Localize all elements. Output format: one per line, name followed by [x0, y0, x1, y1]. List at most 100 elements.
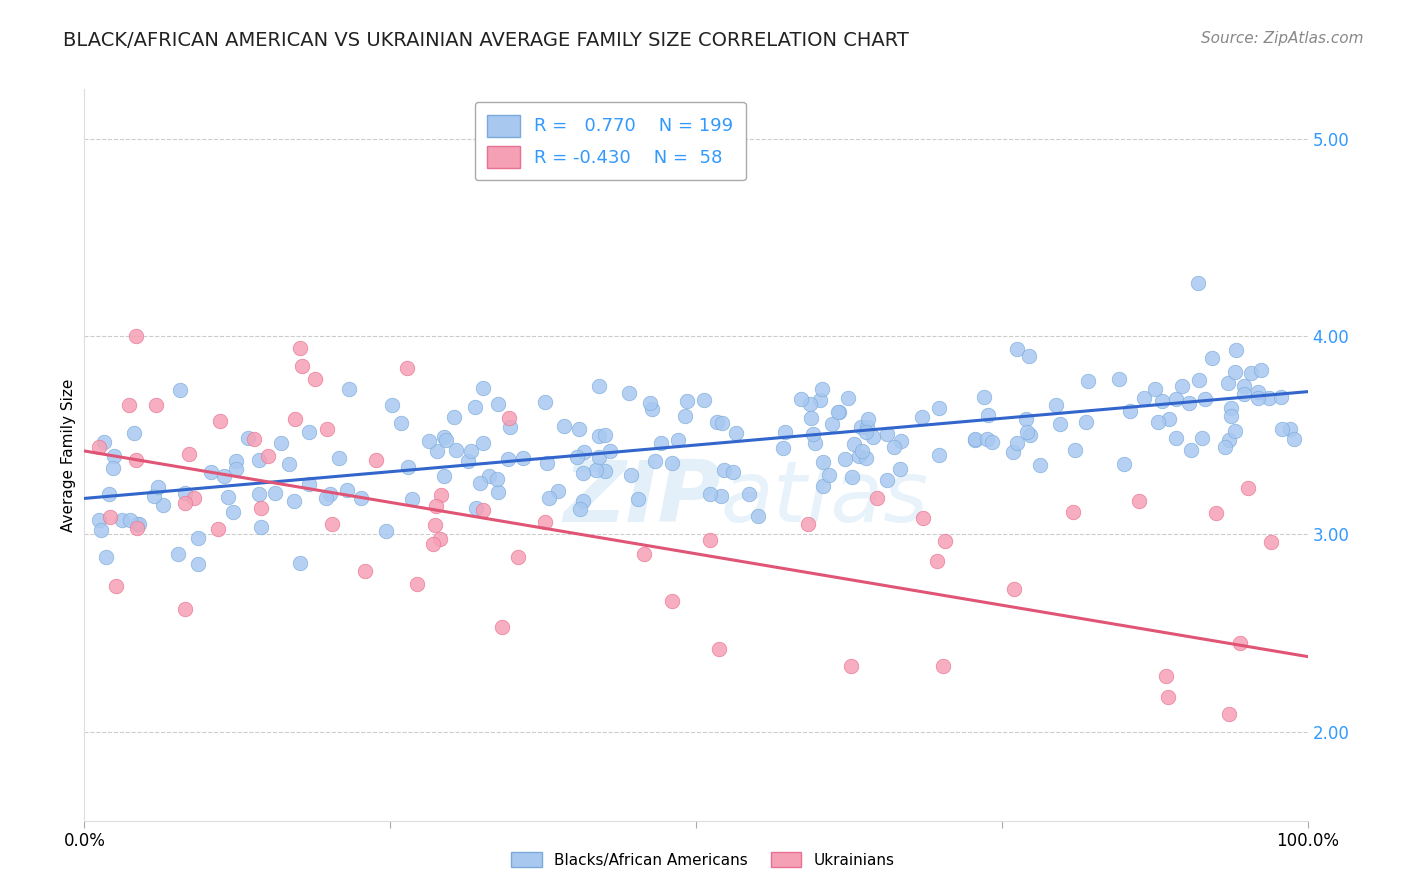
Point — [93, 435, 115, 450]
Point — [478, 469, 501, 483]
Point — [225, 454, 247, 468]
Point — [316, 422, 339, 436]
Point — [418, 434, 440, 448]
Point — [638, 396, 661, 410]
Point — [568, 502, 591, 516]
Point — [256, 449, 278, 463]
Point — [1201, 351, 1223, 365]
Point — [242, 432, 264, 446]
Point — [747, 509, 769, 524]
Point — [599, 444, 621, 458]
Legend: R =   0.770    N = 199, R = -0.430    N =  58: R = 0.770 N = 199, R = -0.430 N = 58 — [475, 102, 747, 180]
Point — [925, 554, 948, 568]
Y-axis label: Average Family Size: Average Family Size — [60, 378, 76, 532]
Point — [568, 422, 591, 436]
Point — [375, 524, 398, 538]
Point — [1178, 396, 1201, 410]
Point — [1128, 493, 1150, 508]
Point — [799, 397, 821, 411]
Point — [222, 505, 245, 519]
Point — [1017, 425, 1039, 440]
Point — [1236, 481, 1258, 495]
Point — [143, 489, 166, 503]
Point — [464, 401, 486, 415]
Point — [827, 405, 849, 419]
Point — [217, 491, 239, 505]
Point — [856, 420, 879, 434]
Point — [118, 398, 141, 412]
Point — [1271, 422, 1294, 436]
Point — [468, 475, 491, 490]
Point — [1143, 382, 1166, 396]
Point — [506, 550, 529, 565]
Point — [876, 426, 898, 441]
Point — [350, 491, 373, 506]
Point — [588, 450, 610, 464]
Point — [1233, 386, 1256, 401]
Point — [96, 549, 118, 564]
Point — [713, 463, 735, 477]
Point — [472, 381, 495, 395]
Point — [841, 470, 863, 484]
Point — [1247, 391, 1270, 405]
Point — [1154, 669, 1177, 683]
Point — [485, 472, 508, 486]
Point — [821, 417, 844, 431]
Point — [572, 493, 595, 508]
Point — [1223, 365, 1246, 379]
Point — [699, 533, 721, 547]
Text: Source: ZipAtlas.com: Source: ZipAtlas.com — [1201, 31, 1364, 46]
Point — [641, 402, 664, 417]
Point — [433, 469, 456, 483]
Point — [422, 536, 444, 550]
Point — [928, 401, 950, 416]
Point — [725, 425, 748, 440]
Point — [264, 485, 287, 500]
Point — [1002, 445, 1025, 459]
Point — [1218, 376, 1240, 391]
Point — [236, 431, 259, 445]
Text: BLACK/AFRICAN AMERICAN VS UKRAINIAN AVERAGE FAMILY SIZE CORRELATION CHART: BLACK/AFRICAN AMERICAN VS UKRAINIAN AVER… — [63, 31, 910, 50]
Point — [571, 466, 593, 480]
Point — [668, 433, 690, 447]
Point — [538, 491, 561, 505]
Point — [553, 419, 575, 434]
Point — [429, 533, 451, 547]
Point — [699, 487, 721, 501]
Point — [834, 452, 856, 467]
Point — [866, 491, 889, 506]
Point — [250, 501, 273, 516]
Point — [1180, 443, 1202, 458]
Point — [1077, 374, 1099, 388]
Point — [353, 564, 375, 578]
Point — [1146, 416, 1168, 430]
Point — [1005, 436, 1028, 450]
Point — [1014, 412, 1036, 426]
Point — [498, 452, 520, 467]
Point — [247, 487, 270, 501]
Point — [844, 436, 866, 450]
Point — [1205, 506, 1227, 520]
Point — [710, 489, 733, 503]
Point — [588, 379, 610, 393]
Point — [855, 425, 877, 440]
Point — [1218, 434, 1240, 448]
Point — [536, 456, 558, 470]
Point — [125, 452, 148, 467]
Point — [811, 479, 834, 493]
Point — [250, 520, 273, 534]
Point — [1187, 276, 1209, 290]
Point — [90, 523, 112, 537]
Point — [572, 445, 595, 459]
Point — [283, 494, 305, 508]
Point — [298, 477, 321, 491]
Point — [811, 382, 834, 396]
Point — [1215, 441, 1237, 455]
Point — [617, 386, 640, 401]
Point — [247, 453, 270, 467]
Point — [396, 360, 419, 375]
Point — [1045, 398, 1067, 412]
Point — [1229, 636, 1251, 650]
Point — [1049, 417, 1071, 432]
Point — [931, 658, 953, 673]
